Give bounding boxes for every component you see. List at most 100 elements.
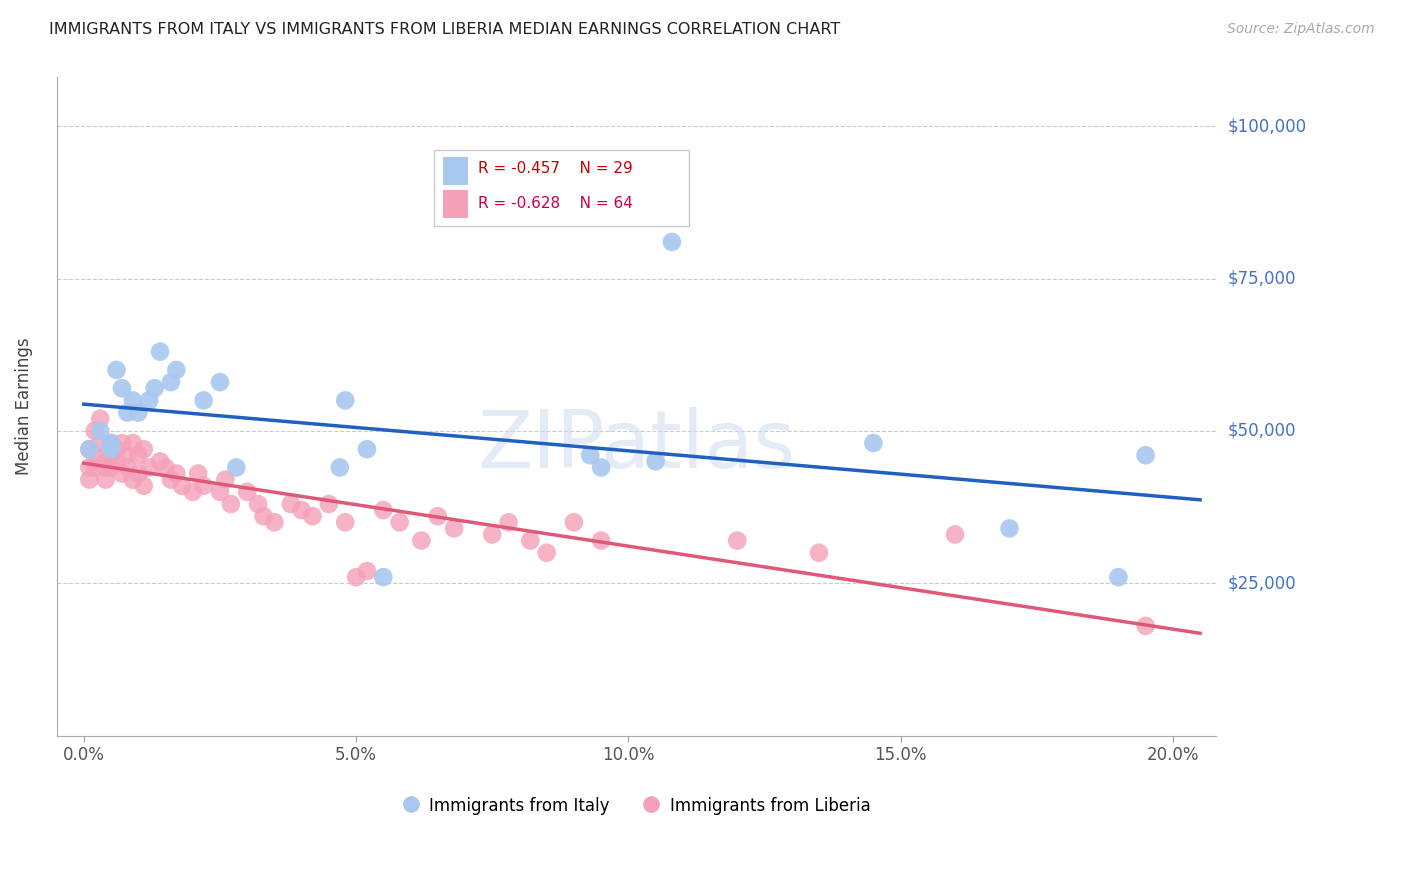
Point: [94, 454, 117, 468]
Point: [100, 436, 122, 450]
Point: [943, 527, 966, 541]
Point: [208, 484, 231, 499]
Point: [160, 473, 183, 487]
Point: [344, 570, 367, 584]
Point: [252, 509, 274, 524]
Point: [105, 442, 128, 457]
Point: [481, 527, 503, 541]
Bar: [443, 190, 468, 218]
Point: [208, 375, 231, 389]
Point: [1135, 448, 1157, 462]
Point: [111, 436, 134, 450]
Point: [149, 344, 172, 359]
Point: [117, 460, 139, 475]
Point: [291, 503, 314, 517]
Point: [100, 442, 122, 457]
Text: Source: ZipAtlas.com: Source: ZipAtlas.com: [1227, 22, 1375, 37]
Legend: Immigrants from Italy, Immigrants from Liberia: Immigrants from Italy, Immigrants from L…: [396, 790, 877, 822]
Point: [138, 393, 160, 408]
Point: [426, 509, 449, 524]
Point: [111, 381, 134, 395]
Point: [117, 448, 139, 462]
Point: [79, 460, 101, 475]
Point: [105, 454, 128, 468]
Point: [373, 503, 395, 517]
Point: [83, 460, 105, 475]
Text: $100,000: $100,000: [1227, 117, 1306, 136]
Point: [280, 497, 302, 511]
Point: [329, 460, 352, 475]
Point: [1107, 570, 1129, 584]
Point: [807, 546, 830, 560]
Point: [105, 363, 128, 377]
Point: [149, 454, 172, 468]
Point: [127, 467, 149, 481]
Point: [219, 497, 242, 511]
Point: [498, 516, 520, 530]
Point: [519, 533, 541, 548]
Point: [127, 448, 149, 462]
Point: [247, 497, 270, 511]
Point: [79, 442, 101, 457]
Text: $50,000: $50,000: [1227, 422, 1296, 440]
Point: [165, 363, 187, 377]
Point: [335, 393, 357, 408]
Point: [89, 424, 111, 438]
Point: [138, 460, 160, 475]
Point: [83, 424, 105, 438]
Point: [155, 460, 177, 475]
Point: [94, 473, 117, 487]
Point: [170, 479, 193, 493]
Text: $25,000: $25,000: [1227, 574, 1296, 592]
Point: [181, 484, 204, 499]
Point: [89, 436, 111, 450]
Point: [160, 375, 183, 389]
Point: [214, 473, 236, 487]
FancyBboxPatch shape: [433, 150, 689, 226]
Point: [335, 516, 357, 530]
Bar: [443, 157, 468, 185]
Point: [225, 460, 247, 475]
Point: [661, 235, 683, 249]
Point: [89, 411, 111, 425]
Text: R = -0.457    N = 29: R = -0.457 N = 29: [478, 161, 633, 177]
Point: [100, 448, 122, 462]
Point: [121, 436, 143, 450]
Y-axis label: Median Earnings: Median Earnings: [15, 338, 32, 475]
Point: [100, 460, 122, 475]
Point: [591, 460, 613, 475]
Point: [862, 436, 884, 450]
Point: [536, 546, 558, 560]
Point: [132, 479, 155, 493]
Point: [998, 521, 1021, 535]
Point: [373, 570, 395, 584]
Point: [318, 497, 340, 511]
Point: [356, 442, 378, 457]
Point: [83, 448, 105, 462]
Point: [644, 454, 666, 468]
Point: [111, 467, 134, 481]
Point: [79, 473, 101, 487]
Point: [117, 406, 139, 420]
Text: $75,000: $75,000: [1227, 269, 1296, 287]
Text: IMMIGRANTS FROM ITALY VS IMMIGRANTS FROM LIBERIA MEDIAN EARNINGS CORRELATION CHA: IMMIGRANTS FROM ITALY VS IMMIGRANTS FROM…: [49, 22, 841, 37]
Point: [411, 533, 433, 548]
Point: [301, 509, 323, 524]
Point: [187, 467, 209, 481]
Point: [121, 473, 143, 487]
Point: [443, 521, 465, 535]
Point: [94, 460, 117, 475]
Point: [193, 393, 215, 408]
Point: [562, 516, 585, 530]
Point: [100, 436, 122, 450]
Point: [236, 484, 259, 499]
Point: [725, 533, 748, 548]
Point: [263, 516, 285, 530]
Point: [193, 479, 215, 493]
Point: [591, 533, 613, 548]
Point: [165, 467, 187, 481]
Point: [143, 381, 166, 395]
Point: [132, 442, 155, 457]
Point: [127, 406, 149, 420]
Point: [1135, 619, 1157, 633]
